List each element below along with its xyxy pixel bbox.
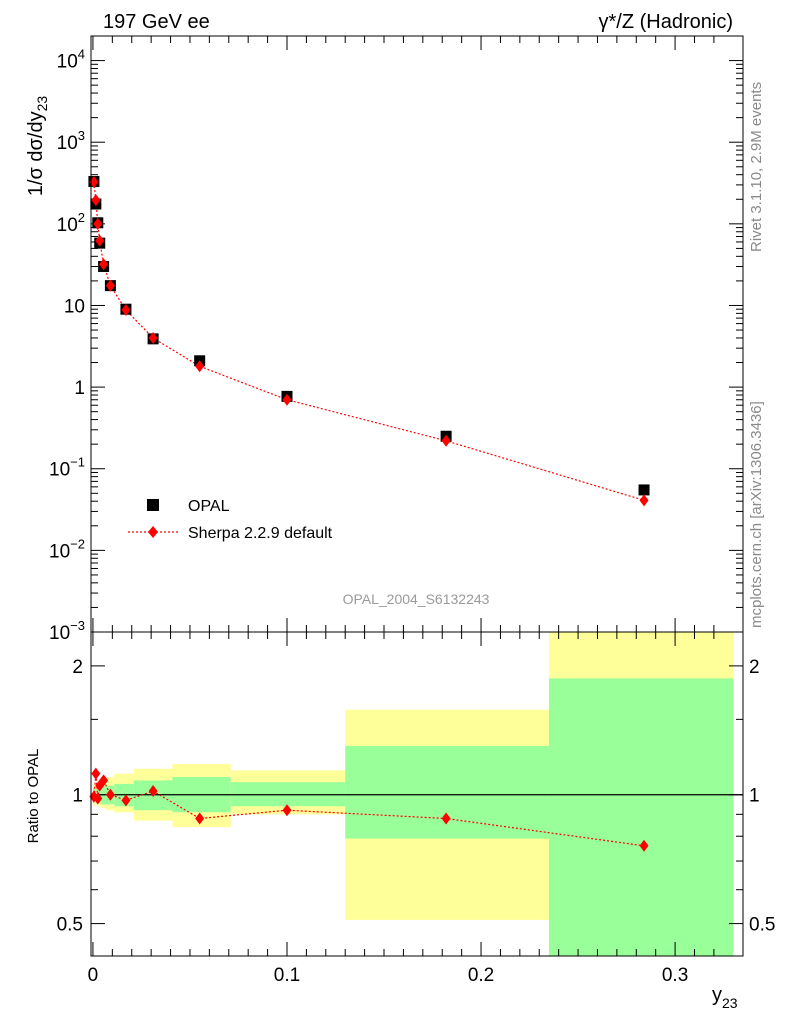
legend: OPAL Sherpa 2.2.9 default	[128, 498, 333, 542]
sherpa-point	[105, 279, 115, 292]
opal-point	[638, 484, 650, 496]
mcplots-label: mcplots.cern.ch [arXiv:1306.3436]	[748, 401, 765, 628]
main-y-tick-label: 10−2	[49, 536, 85, 562]
sherpa-line	[93, 182, 645, 501]
main-y-tick-exponent: −1	[70, 455, 85, 470]
sherpa-ratio-point	[93, 792, 103, 805]
sherpa-ratio-point	[195, 812, 205, 825]
legend-marker-opal	[147, 499, 159, 511]
uncertainty-band-inner	[345, 745, 549, 839]
ratio-y-tick-label: 0.5	[57, 915, 83, 936]
sherpa-ratio-point	[639, 839, 649, 852]
main-y-tick-label: 10	[64, 296, 85, 317]
main-y-tick-base: 10	[57, 133, 78, 154]
x-tick-label: 0.1	[274, 965, 300, 986]
sherpa-point	[639, 494, 649, 507]
main-y-tick-base: 10	[49, 623, 70, 644]
legend-marker-sherpa	[148, 526, 158, 538]
ratio-y-tick-label-right: 1	[749, 786, 760, 807]
sherpa-point	[99, 258, 109, 271]
main-y-tick-exponent: 2	[78, 210, 85, 225]
main-y-axis-subscript: 23	[34, 96, 50, 112]
watermark: OPAL_2004_S6132243	[343, 591, 490, 607]
sherpa-ratio-line	[93, 773, 645, 847]
main-y-axis-label: 1/σ dσ/dy23	[25, 96, 50, 197]
x-tick-label: 0	[88, 965, 99, 986]
main-y-tick-label: 103	[57, 128, 85, 154]
sherpa-point	[195, 360, 205, 373]
sherpa-ratio-point	[121, 794, 131, 807]
header-left: 197 GeV ee	[103, 11, 210, 33]
main-y-tick-base: 10	[49, 541, 70, 562]
main-y-tick-base: 10	[49, 460, 70, 481]
sherpa-ratio-point	[91, 767, 101, 780]
uncertainty-band-inner	[548, 678, 734, 956]
sherpa-point	[148, 331, 158, 344]
main-y-tick-exponent: −3	[70, 618, 85, 633]
main-y-tick-label: 10−1	[49, 455, 85, 481]
main-y-tick-base: 10	[57, 52, 78, 73]
main-y-tick-base: 10	[64, 296, 85, 317]
ratio-y-tick-label-right: 2	[749, 657, 760, 678]
main-y-axis-title: 1/σ dσ/dy	[25, 111, 47, 196]
sherpa-point	[91, 194, 101, 207]
ratio-plot: Ratio to OPAL 0.5 0.5 1 1 2 2 0 0.1 0.2 0.3 y23	[25, 631, 775, 1011]
main-y-tick-label: 104	[57, 47, 85, 73]
legend-label-opal: OPAL	[188, 498, 230, 515]
sherpa-ratio-point	[99, 774, 109, 787]
sherpa-ratio-point	[105, 788, 115, 801]
svg-text:1/σ dσ/dy23: 1/σ dσ/dy23	[25, 96, 50, 197]
x-axis-label: y23	[712, 984, 738, 1011]
sherpa-point	[95, 234, 105, 247]
rivet-label: Rivet 3.1.10, 2.9M events	[748, 82, 765, 252]
main-y-tick-exponent: −2	[70, 536, 85, 551]
legend-label-sherpa: Sherpa 2.2.9 default	[188, 525, 333, 542]
ratio-y-tick-label-right: 0.5	[749, 915, 775, 936]
sherpa-ratio-point	[282, 804, 292, 817]
sherpa-ratio-point	[148, 785, 158, 798]
x-tick-label: 0.3	[662, 965, 688, 986]
main-y-tick-label: 102	[57, 210, 85, 236]
main-y-tick-exponent: 3	[78, 128, 85, 143]
ratio-y-axis-label: Ratio to OPAL	[25, 749, 42, 844]
main-y-tick-exponent: 4	[78, 47, 85, 62]
x-axis-title: y	[712, 984, 722, 1006]
ratio-plot-frame	[90, 631, 744, 957]
header-right: γ*/Z (Hadronic)	[599, 11, 733, 33]
x-axis-subscript: 23	[722, 995, 738, 1011]
main-y-tick-label: 10−3	[49, 618, 85, 644]
sherpa-point	[121, 304, 131, 317]
sherpa-point	[93, 217, 103, 230]
sherpa-ratio-point	[441, 812, 451, 825]
ratio-y-tick-label: 1	[72, 786, 83, 807]
sherpa-point	[441, 434, 451, 447]
main-plot-frame	[90, 35, 744, 633]
main-y-tick-label: 1	[74, 378, 85, 399]
main-y-tick-base: 10	[57, 215, 78, 236]
ratio-y-tick-label: 2	[72, 657, 83, 678]
main-y-tick-base: 1	[74, 378, 85, 399]
sherpa-point	[89, 176, 99, 189]
x-tick-label: 0.2	[468, 965, 494, 986]
sherpa-point	[282, 393, 292, 406]
